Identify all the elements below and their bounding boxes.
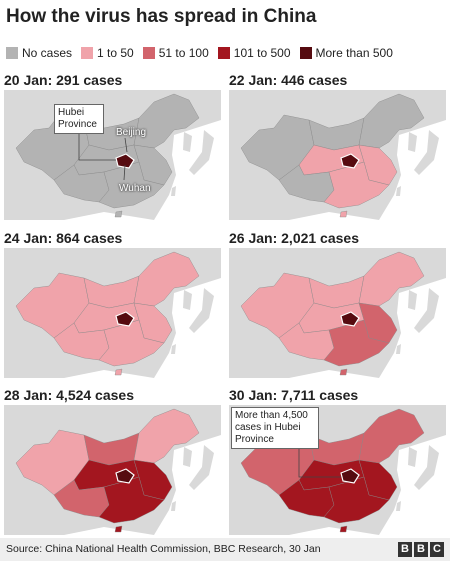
- map-panel: 26 Jan: 2,021 cases: [229, 228, 446, 380]
- legend-item: 51 to 100: [142, 46, 209, 60]
- province: [98, 319, 165, 367]
- taiwan: [171, 501, 176, 511]
- legend-swatch: [6, 47, 18, 59]
- japan: [189, 130, 214, 175]
- china-map: [229, 248, 446, 378]
- source: Source: China National Health Commission…: [6, 543, 321, 555]
- hainan: [339, 368, 348, 376]
- province: [340, 311, 360, 327]
- korea: [183, 290, 192, 310]
- panel-title: 30 Jan: 7,711 cases: [229, 387, 359, 403]
- sea-south: [64, 212, 154, 220]
- logo-letter: C: [430, 542, 444, 557]
- japan: [414, 130, 439, 175]
- province: [98, 476, 165, 524]
- logo-letter: B: [398, 542, 412, 557]
- province: [340, 468, 360, 484]
- legend-label: More than 500: [315, 46, 393, 60]
- panel-title: 22 Jan: 446 cases: [229, 72, 348, 88]
- province: [323, 476, 390, 524]
- hainan: [114, 368, 123, 376]
- legend-swatch: [217, 47, 230, 59]
- korea: [408, 290, 417, 310]
- province: [340, 153, 360, 169]
- panel-title: 20 Jan: 291 cases: [4, 72, 123, 88]
- legend-label: 51 to 100: [158, 46, 209, 60]
- title: How the virus has spread in China: [6, 6, 317, 27]
- japan: [189, 288, 214, 333]
- taiwan: [396, 501, 401, 511]
- japan: [189, 445, 214, 490]
- legend-item: 101 to 500: [217, 46, 291, 60]
- leader-line: [123, 164, 126, 181]
- legend-item: 1 to 50: [81, 46, 134, 60]
- legend-swatch: [299, 47, 312, 59]
- map-panel: 24 Jan: 864 cases: [4, 228, 221, 380]
- footer: Source: China National Health Commission…: [0, 538, 450, 561]
- map-panel: 30 Jan: 7,711 cases More than 4,500 cases…: [229, 385, 446, 537]
- china-map: [4, 248, 221, 378]
- sea-south: [64, 527, 154, 535]
- map-panel: 20 Jan: 291 cases Hubei Province Beijing Wu…: [4, 70, 221, 222]
- province: [98, 161, 165, 209]
- taiwan: [171, 186, 176, 196]
- taiwan: [396, 344, 401, 354]
- legend-swatch: [142, 47, 155, 59]
- korea: [183, 447, 192, 467]
- legend-swatch: [81, 47, 94, 59]
- china-map: [4, 405, 221, 535]
- taiwan: [171, 344, 176, 354]
- hainan: [339, 525, 348, 533]
- map-panel: 28 Jan: 4,524 cases: [4, 385, 221, 537]
- korea: [408, 132, 417, 152]
- legend-label: 101 to 500: [233, 46, 291, 60]
- legend-item: More than 500: [299, 46, 393, 60]
- taiwan: [396, 186, 401, 196]
- china-map: [4, 90, 221, 220]
- annotation-box: More than 4,500 cases in Hubei Province: [231, 407, 319, 449]
- city-label: Beijing: [116, 127, 147, 138]
- province: [115, 468, 135, 484]
- panel-title: 26 Jan: 2,021 cases: [229, 230, 359, 246]
- province: [115, 153, 135, 169]
- panel-title: 28 Jan: 4,524 cases: [4, 387, 134, 403]
- japan: [414, 445, 439, 490]
- hainan: [339, 210, 348, 218]
- korea: [183, 132, 192, 152]
- panel-title: 24 Jan: 864 cases: [4, 230, 123, 246]
- sea-south: [289, 370, 379, 378]
- map-panel: 22 Jan: 446 cases: [229, 70, 446, 222]
- legend-label: 1 to 50: [97, 46, 134, 60]
- province: [115, 311, 135, 327]
- hainan: [114, 210, 123, 218]
- province: [323, 161, 390, 209]
- legend-item: No cases: [6, 46, 72, 60]
- korea: [408, 447, 417, 467]
- logo-letter: B: [414, 542, 428, 557]
- legend: No cases 1 to 50 51 to 100 101 to 500 More t…: [6, 46, 393, 60]
- legend-label: No cases: [22, 46, 73, 60]
- sea-south: [289, 212, 379, 220]
- china-map: [229, 90, 446, 220]
- leader-line: [298, 437, 341, 478]
- hainan: [114, 525, 123, 533]
- annotation-box: Hubei Province: [54, 104, 104, 134]
- sea-south: [64, 370, 154, 378]
- city-label: Wuhan: [119, 183, 151, 194]
- sea-south: [289, 527, 379, 535]
- province: [323, 319, 390, 367]
- japan: [414, 288, 439, 333]
- leader-line: [124, 137, 128, 153]
